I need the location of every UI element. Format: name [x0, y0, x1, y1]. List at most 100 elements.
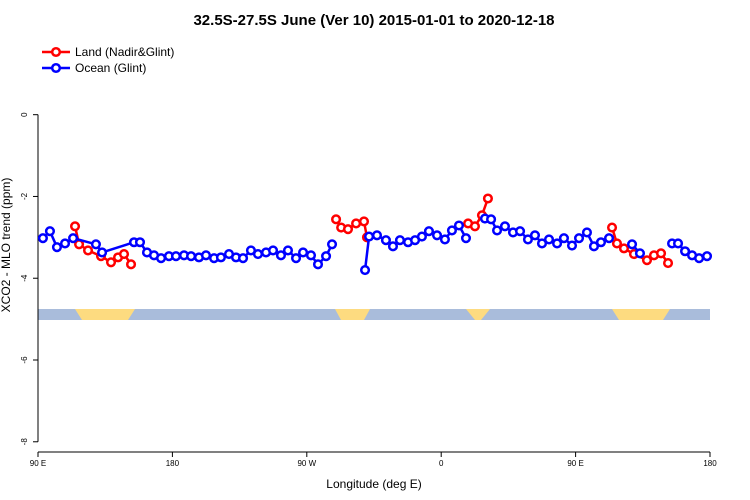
land-patch — [335, 309, 370, 320]
data-point — [215, 252, 226, 263]
y-tick-label: 0 — [20, 112, 29, 117]
data-point — [105, 257, 117, 268]
legend-marker — [50, 62, 62, 74]
y-tick-label: -2 — [20, 192, 29, 200]
data-point — [701, 251, 713, 262]
data-point — [482, 193, 493, 204]
data-point — [595, 237, 607, 248]
data-point — [51, 242, 63, 253]
data-point — [514, 226, 526, 237]
x-tick-label: 0 — [439, 459, 444, 468]
land-patch — [612, 309, 670, 320]
data-point — [423, 226, 435, 237]
x-tick-label: 90 W — [297, 459, 316, 468]
legend-marker — [50, 46, 62, 58]
data-point — [672, 238, 684, 249]
data-point — [342, 224, 354, 235]
data-point — [326, 239, 338, 250]
data-point — [460, 233, 472, 244]
data-point — [662, 258, 674, 269]
legend-label: Ocean (Glint) — [75, 61, 146, 75]
data-point — [125, 259, 137, 270]
data-point — [305, 250, 317, 261]
data-point — [566, 240, 578, 251]
legend-label: Land (Nadir&Glint) — [75, 45, 174, 59]
data-point — [290, 253, 302, 264]
land-patch — [75, 309, 135, 320]
data-point — [380, 235, 391, 246]
data-point — [321, 251, 332, 262]
data-point — [641, 255, 653, 266]
data-point — [492, 225, 503, 236]
data-point — [416, 231, 427, 242]
data-point — [97, 247, 108, 258]
data-point — [69, 221, 81, 232]
data-point — [611, 238, 623, 249]
data-point — [134, 237, 146, 248]
data-point — [618, 243, 630, 254]
data-point — [156, 253, 167, 264]
data-point — [634, 248, 646, 259]
data-point — [275, 250, 287, 261]
y-tick-label: -6 — [20, 356, 29, 364]
data-point — [371, 230, 383, 241]
data-point — [446, 225, 458, 236]
data-point — [82, 245, 94, 256]
data-point — [604, 233, 615, 244]
data-point — [358, 216, 370, 227]
data-point — [552, 238, 563, 249]
data-point — [170, 251, 182, 262]
data-point — [37, 233, 48, 244]
data-point — [431, 230, 443, 241]
data-point — [469, 221, 480, 232]
land-patch — [466, 309, 490, 320]
data-point — [394, 235, 406, 246]
y-tick-label: -4 — [20, 274, 29, 282]
data-point — [453, 220, 465, 231]
data-point — [694, 253, 705, 264]
data-point — [200, 250, 212, 261]
data-point — [581, 227, 592, 238]
data-point — [118, 249, 130, 260]
data-point — [499, 221, 511, 232]
data-point — [282, 245, 294, 256]
data-point — [606, 222, 618, 233]
data-point — [387, 241, 399, 252]
data-point — [529, 230, 541, 241]
data-point — [439, 234, 450, 245]
data-point — [237, 253, 249, 264]
data-point — [252, 249, 264, 260]
data-point — [90, 239, 101, 250]
data-point — [268, 245, 279, 256]
chart-title: 32.5S-27.5S June (Ver 10) 2015-01-01 to … — [193, 12, 554, 29]
data-point — [588, 241, 600, 252]
x-tick-label: 90 E — [30, 459, 46, 468]
y-axis-label: XCO2 - MLO trend (ppm) — [0, 178, 13, 313]
ocean-band — [38, 309, 710, 320]
y-tick-label: -8 — [20, 438, 29, 446]
x-tick-label: 90 E — [567, 459, 583, 468]
data-point — [312, 259, 324, 270]
data-point — [558, 233, 570, 244]
data-point — [359, 265, 371, 276]
data-point — [543, 234, 555, 245]
data-point — [364, 231, 375, 242]
x-axis-label: Longitude (deg E) — [326, 477, 421, 491]
data-point — [44, 226, 55, 237]
data-point — [522, 234, 534, 245]
data-point — [680, 246, 691, 257]
data-point — [655, 248, 667, 259]
data-point — [59, 238, 71, 249]
data-point — [331, 214, 342, 225]
data-point — [298, 247, 309, 258]
data-point — [351, 218, 362, 229]
data-point — [573, 233, 585, 244]
x-tick-label: 180 — [166, 459, 180, 468]
data-point — [536, 238, 548, 249]
land-ocean-strip — [38, 309, 710, 320]
x-tick-label: 180 — [703, 459, 717, 468]
data-point — [186, 251, 197, 262]
data-point — [626, 239, 638, 250]
data-point — [68, 233, 79, 244]
